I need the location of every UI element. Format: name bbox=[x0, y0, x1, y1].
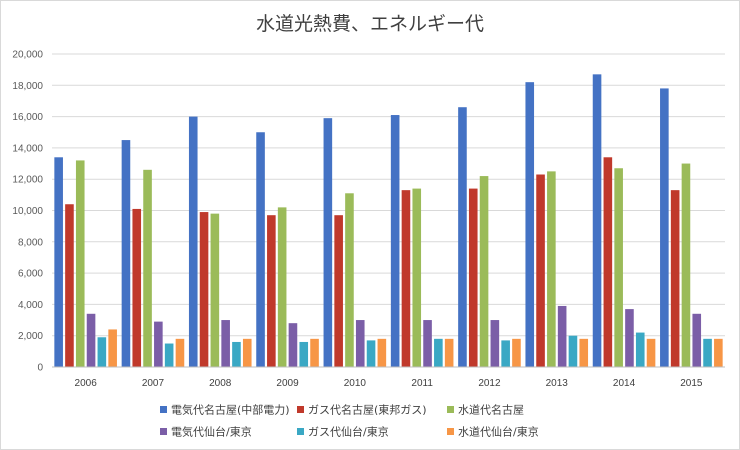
bar bbox=[579, 338, 589, 367]
bar bbox=[646, 338, 656, 367]
bar bbox=[86, 313, 96, 367]
bar bbox=[625, 309, 634, 367]
bar bbox=[568, 335, 578, 367]
bar bbox=[132, 208, 142, 367]
bar bbox=[323, 118, 333, 367]
bar bbox=[390, 115, 400, 367]
bar bbox=[423, 320, 432, 367]
x-tick-label: 2008 bbox=[209, 378, 232, 389]
legend-label: 水道代名古屋 bbox=[458, 403, 524, 417]
bar bbox=[714, 338, 723, 367]
bar bbox=[547, 171, 556, 367]
legend-swatch bbox=[160, 406, 167, 413]
bar bbox=[614, 168, 623, 367]
y-tick-label: 10,000 bbox=[12, 206, 43, 217]
bar bbox=[444, 338, 454, 367]
bar bbox=[299, 341, 309, 367]
y-tick-label: 12,000 bbox=[12, 175, 43, 186]
bar bbox=[692, 313, 702, 367]
bar bbox=[458, 107, 467, 368]
bar bbox=[479, 176, 489, 367]
bar bbox=[232, 341, 241, 367]
x-tick-label: 2006 bbox=[75, 378, 98, 389]
bar bbox=[355, 320, 365, 367]
bar bbox=[366, 340, 376, 367]
y-tick-label: 18,000 bbox=[12, 81, 43, 92]
bar bbox=[635, 332, 645, 367]
legend-label: ガス代仙台/東京 bbox=[308, 425, 389, 439]
bar bbox=[490, 320, 500, 367]
bar bbox=[221, 320, 230, 367]
bar bbox=[512, 338, 521, 367]
bar bbox=[412, 188, 422, 367]
bar bbox=[345, 193, 354, 367]
x-tick-label: 2009 bbox=[276, 378, 299, 389]
y-tick-label: 6,000 bbox=[18, 269, 43, 280]
y-tick-label: 20,000 bbox=[12, 50, 43, 61]
legend-label: 電気代仙台/東京 bbox=[171, 425, 252, 439]
bar bbox=[334, 215, 343, 367]
bar bbox=[434, 338, 443, 367]
y-tick-label: 2,000 bbox=[18, 331, 43, 342]
bar bbox=[525, 82, 535, 368]
bar bbox=[121, 140, 131, 367]
legend-swatch bbox=[160, 428, 167, 435]
bar bbox=[164, 343, 174, 367]
legend-swatch bbox=[297, 428, 304, 435]
bar bbox=[310, 338, 319, 367]
x-tick-label: 2010 bbox=[344, 378, 367, 389]
bar bbox=[54, 157, 63, 367]
y-tick-label: 14,000 bbox=[12, 143, 43, 154]
legend-swatch bbox=[297, 406, 304, 413]
y-tick-label: 4,000 bbox=[18, 300, 43, 311]
x-tick-label: 2012 bbox=[478, 378, 501, 389]
bar bbox=[660, 88, 669, 368]
bar bbox=[210, 213, 220, 367]
bar bbox=[377, 338, 387, 367]
chart-title: 水道光熱費、エネルギー代 bbox=[255, 13, 484, 35]
bar bbox=[75, 160, 85, 367]
bar bbox=[288, 323, 298, 367]
bar bbox=[536, 174, 545, 367]
bar bbox=[681, 163, 691, 367]
legend-swatch bbox=[447, 428, 454, 435]
y-tick-label: 8,000 bbox=[18, 237, 43, 248]
bar bbox=[97, 337, 107, 367]
bar bbox=[154, 321, 163, 367]
x-tick-label: 2011 bbox=[411, 378, 433, 389]
bar bbox=[175, 338, 185, 367]
bar bbox=[603, 157, 613, 367]
bar bbox=[199, 212, 209, 367]
bar bbox=[557, 305, 567, 367]
x-tick-label: 2013 bbox=[546, 378, 569, 389]
bar bbox=[670, 190, 680, 367]
bar bbox=[188, 116, 198, 367]
bar bbox=[277, 207, 287, 367]
bar bbox=[65, 204, 74, 367]
x-tick-label: 2014 bbox=[613, 378, 636, 389]
bar bbox=[401, 190, 411, 367]
legend-label: 水道代仙台/東京 bbox=[458, 425, 539, 439]
bar bbox=[592, 74, 602, 367]
x-tick-label: 2007 bbox=[142, 378, 165, 389]
legend-label: ガス代名古屋(東邦ガス) bbox=[308, 403, 427, 417]
bar bbox=[468, 188, 478, 367]
bar bbox=[108, 329, 117, 367]
x-tick-label: 2015 bbox=[680, 378, 703, 389]
bar bbox=[256, 132, 265, 367]
legend-label: 電気代名古屋(中部電力) bbox=[171, 403, 290, 417]
bar bbox=[703, 338, 712, 367]
legend-swatch bbox=[447, 406, 454, 413]
bar bbox=[501, 340, 510, 367]
y-tick-label: 16,000 bbox=[12, 112, 43, 123]
bar bbox=[267, 215, 276, 367]
bar bbox=[143, 169, 152, 367]
y-tick-label: 0 bbox=[37, 363, 43, 374]
bar bbox=[242, 338, 252, 367]
